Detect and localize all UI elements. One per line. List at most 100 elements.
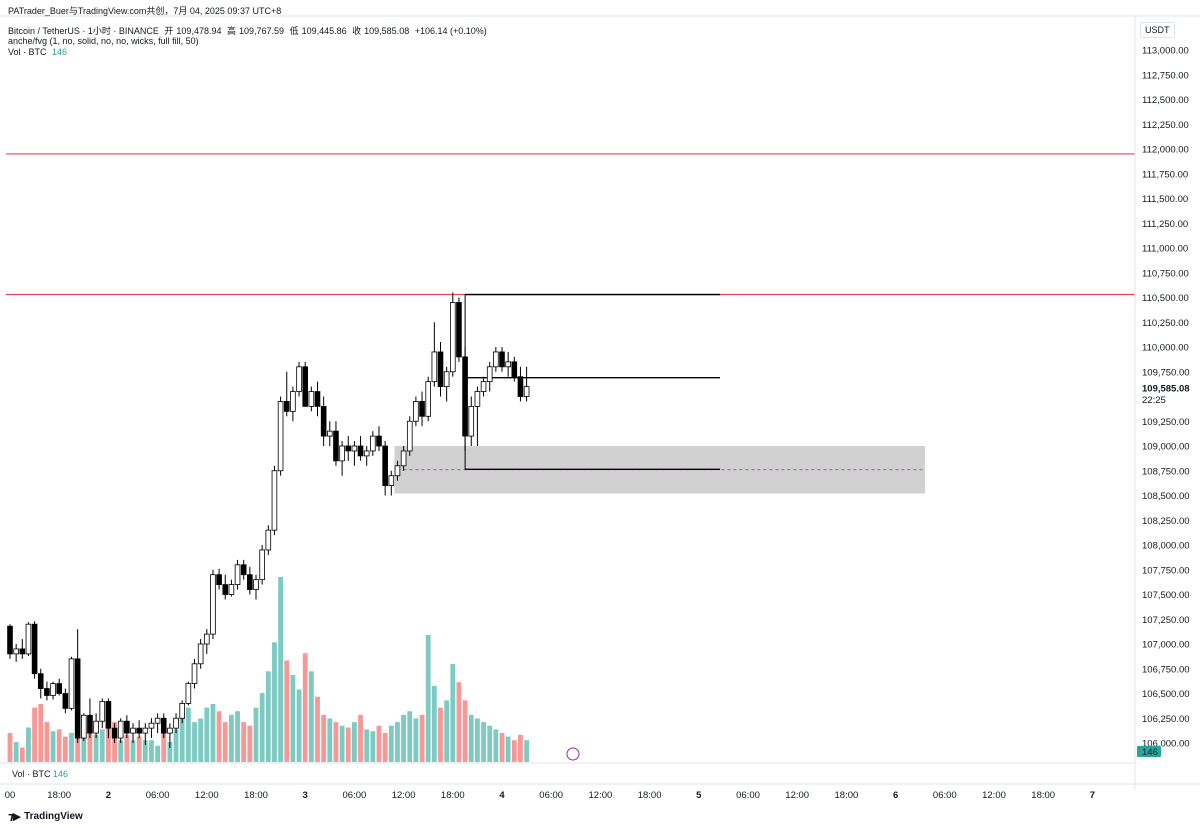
volume-bar [327,718,333,762]
volume-bar [413,718,419,762]
candle-body [167,727,173,734]
price-tick-label: 109,250.00 [1142,417,1190,428]
volume-bar [142,740,148,762]
volume-bar [308,671,314,762]
volume-bar [173,729,179,762]
candle-body [222,584,229,595]
volume-bar [284,660,290,762]
candle-body [173,717,179,729]
volume-legend[interactable]: Vol · BTC 146 [8,47,70,57]
volume-bar [456,682,462,762]
volume-bar [364,729,370,762]
volume-bar [216,711,222,762]
candle-body [345,445,352,452]
volume-bars-layer [7,577,580,762]
candle-body [99,701,106,722]
time-tick-label: 18:00 [441,790,465,801]
candle-body [160,717,167,734]
candle-body [493,351,499,368]
price-tick-label: 106,000.00 [1142,739,1190,750]
volume-pane-label: Vol · BTC [12,769,51,779]
price-tick-label: 107,500.00 [1142,590,1190,601]
volume-bar [296,689,302,762]
volume-bar [136,736,142,762]
volume-bar [50,731,56,762]
time-tick-label: 18:00 [638,790,662,801]
candle-body [191,663,198,684]
low-value: 109,445.86 [301,26,347,36]
candle-body [247,574,253,590]
volume-bar [425,635,431,762]
candle-body [19,648,26,655]
volume-bar [278,577,283,762]
candle-body [25,623,32,655]
horizontal-levels-layer [6,153,1135,470]
price-tick-label: 111,750.00 [1142,169,1188,180]
axes-layer: 113,000.00 112,750.00 112,500.00 112,250.00… [0,15,1200,801]
ohlc-legend: Bitcoin / TetherUS · 1小时 · BINANCE 开 109,… [8,24,490,37]
candle-body [265,529,272,551]
volume-bar [493,729,499,762]
candle-body [431,351,438,383]
price-tick-label: 111,500.00 [1142,194,1188,205]
candle-body [216,574,222,586]
candle-body [363,450,370,457]
time-tick-label: 06:00 [933,790,957,801]
time-tick-label: 18:00 [47,790,71,801]
price-tick-label: 112,000.00 [1142,145,1189,156]
candle-body [68,658,75,709]
price-tick-label: 110,000.00 [1142,343,1189,354]
candle-body [474,391,481,407]
currency-unit-button[interactable]: USDT [1140,22,1175,38]
volume-bar [210,703,216,762]
candle-body [74,658,81,739]
volume-bar [339,725,345,762]
tradingview-logo[interactable]: ⁊▶ TradingView [8,810,83,823]
candle-body [296,366,302,392]
price-tick-label: 112,250.00 [1142,120,1189,131]
candle-body [50,683,56,696]
time-tick-label: 3 [303,790,308,801]
candle-body [376,435,382,447]
candle-body [443,371,450,388]
volume-pane-legend[interactable]: Vol · BTC 146 [12,769,68,779]
candle-body [449,302,456,373]
candle-body [154,717,161,724]
volume-badge-label: 146 [1142,747,1158,758]
price-tick-label: 106,500.00 [1142,689,1190,700]
candle-body [437,351,444,388]
volume-bar [475,718,480,762]
candle-body [7,625,13,655]
time-tick-label: 06:00 [736,790,760,801]
low-label: 低 [289,26,299,36]
candle-body [142,727,149,734]
volume-bar [315,696,320,762]
candle-body [87,714,93,734]
volume-bar [511,740,517,762]
candle-body [333,430,339,462]
candle-body [179,703,186,719]
volume-bar [518,734,523,762]
time-tick-label: 06:00 [539,790,563,801]
candle-body [302,366,308,407]
candle-body [271,470,278,531]
time-tick-label: 00 [5,790,16,801]
candle-body [111,727,118,739]
candle-body [320,405,327,437]
tradingview-wordmark: TradingView [24,811,83,822]
indicator-legend[interactable]: anche/fvg (1, no, solid, no, no, wicks, … [8,36,202,46]
candle-body [357,445,364,457]
candle-body [136,727,142,734]
candle-body [290,391,296,412]
candle-body [93,720,99,734]
price-tick-label: 106,250.00 [1142,714,1190,725]
candle-body [259,549,265,581]
volume-bar [462,700,468,762]
price-tick-label: 107,000.00 [1142,640,1190,651]
volume-bar [321,714,327,762]
candle-body [197,643,204,665]
candle-body [419,401,425,417]
volume-bar [407,711,413,762]
volume-bar [358,714,363,762]
